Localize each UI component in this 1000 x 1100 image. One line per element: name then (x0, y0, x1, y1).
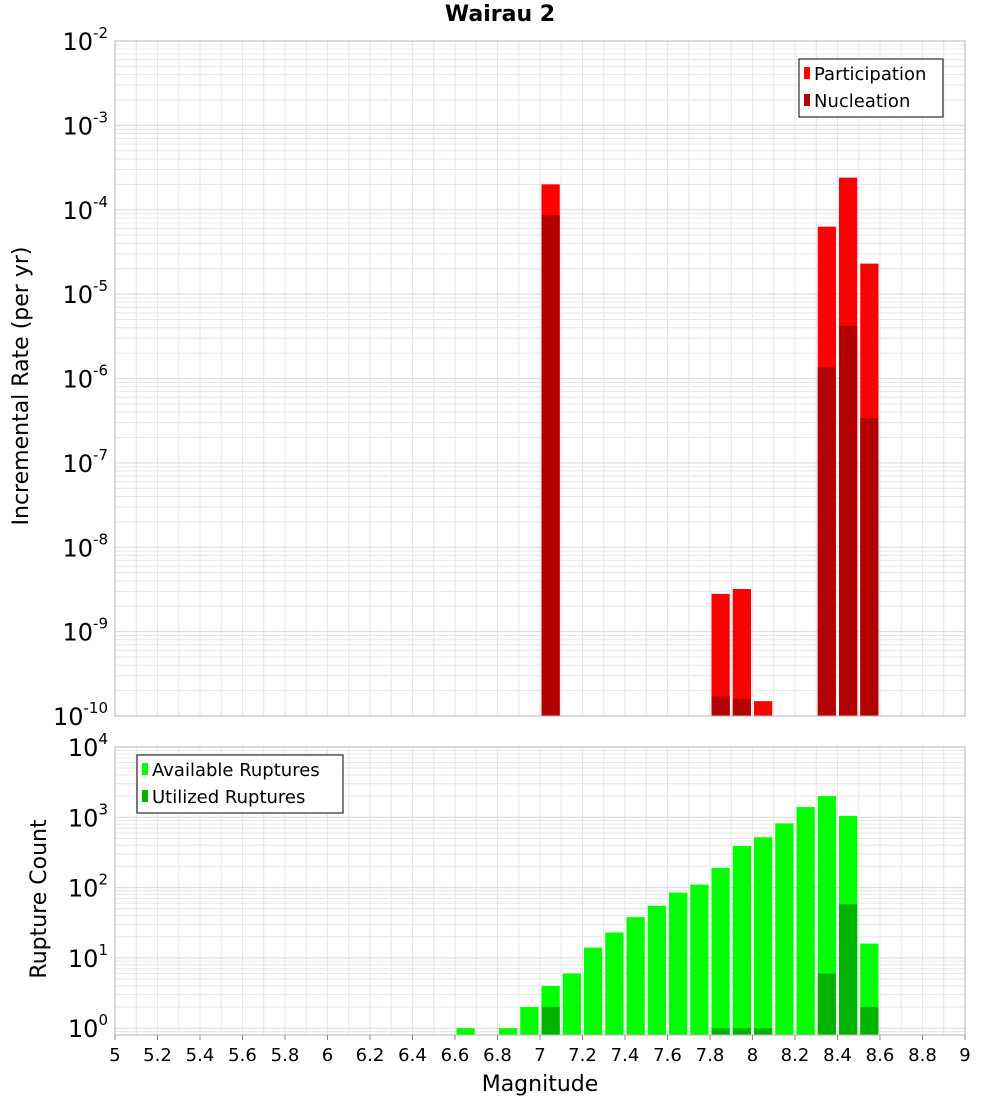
y-tick-label: 10-9 (62, 615, 108, 647)
x-tick-label: 5 (109, 1045, 120, 1066)
bar-available-ruptures-7.25 (584, 947, 603, 1035)
bar-utilized-ruptures-8.05 (754, 1028, 773, 1035)
y-tick-label: 10-7 (62, 446, 108, 478)
legend-label: Available Ruptures (152, 760, 320, 781)
bar-utilized-ruptures-8.35 (817, 973, 836, 1035)
y-tick-label: 102 (68, 871, 108, 903)
x-tick-label: 5.2 (143, 1045, 172, 1066)
x-tick-label: 7 (534, 1045, 545, 1066)
legend-swatch (804, 94, 810, 106)
bar-available-ruptures-7.75 (690, 884, 709, 1035)
bar-nucleation-8.55 (860, 418, 879, 716)
legend-label: Utilized Ruptures (152, 787, 305, 808)
y-tick-label: 10-5 (62, 277, 108, 309)
bar-nucleation-8.35 (817, 367, 836, 716)
bar-available-ruptures-7.65 (669, 892, 688, 1035)
y-tick-label: 10-6 (62, 362, 108, 394)
x-tick-label: 8.6 (866, 1045, 895, 1066)
bar-available-ruptures-8.05 (754, 837, 773, 1035)
x-tick-label: 6 (322, 1045, 333, 1066)
bar-available-ruptures-7.55 (647, 905, 666, 1035)
x-tick-label: 6.8 (483, 1045, 512, 1066)
bar-utilized-ruptures-7.05 (541, 1007, 560, 1035)
y-tick-label: 10-2 (62, 24, 108, 56)
x-tick-label: 5.4 (186, 1045, 215, 1066)
x-tick-label: 9 (959, 1045, 970, 1066)
legend-box (136, 754, 344, 814)
y-axis-label: Rupture Count (27, 819, 52, 979)
bar-nucleation-7.95 (732, 698, 751, 716)
bar-participation-7.95 (732, 589, 751, 716)
y-tick-label: 10-10 (53, 699, 108, 731)
bar-available-ruptures-6.95 (520, 1007, 539, 1035)
chart-title: Wairau 2 (444, 2, 556, 27)
axis-layer: 10-2 10-3 10-4 10-5 10-6 10-7 10-8 10-9 10-10 Inc… (9, 24, 971, 1097)
bar-available-ruptures-7.95 (732, 846, 751, 1035)
legend-label: Nucleation (814, 91, 910, 112)
bar-layer (456, 177, 879, 1035)
legend-swatch (142, 763, 148, 775)
x-tick-label: 6.4 (398, 1045, 427, 1066)
y-tick-label: 104 (68, 730, 108, 762)
legend-box (798, 58, 944, 118)
bar-available-ruptures-7.85 (711, 867, 730, 1035)
bar-available-ruptures-6.85 (499, 1028, 518, 1035)
plot-frame (114, 40, 966, 717)
bar-available-ruptures-7.15 (562, 973, 581, 1035)
x-tick-label: 5.6 (228, 1045, 257, 1066)
y-tick-label: 10-8 (62, 530, 108, 562)
grid-layer (114, 40, 966, 1036)
bar-participation-7.85 (711, 593, 730, 716)
y-axis-label: Incremental Rate (per yr) (9, 247, 34, 526)
x-tick-label: 8.4 (823, 1045, 852, 1066)
legend-swatch (142, 790, 148, 802)
x-tick-label: 5.8 (271, 1045, 300, 1066)
y-tick-label: 10-4 (62, 193, 108, 225)
bar-utilized-ruptures-7.85 (711, 1028, 730, 1035)
bar-nucleation-7.85 (711, 696, 730, 716)
legend-layer: Participation Nucleation Available Rupture… (136, 58, 944, 814)
y-tick-label: 101 (68, 941, 108, 973)
bar-available-ruptures-7.45 (626, 917, 645, 1035)
x-tick-label: 8.8 (908, 1045, 937, 1066)
x-tick-label: 6.2 (356, 1045, 385, 1066)
x-tick-label: 7.2 (568, 1045, 597, 1066)
bar-available-ruptures-8.25 (796, 807, 815, 1035)
x-tick-label: 6.6 (441, 1045, 470, 1066)
bar-nucleation-7.05 (541, 214, 560, 716)
x-axis-label: Magnitude (482, 1072, 599, 1097)
bar-nucleation-8.45 (839, 325, 858, 716)
bar-available-ruptures-8.15 (775, 823, 794, 1035)
legend-label: Participation (814, 64, 926, 85)
bar-available-ruptures-7.35 (605, 932, 624, 1035)
bar-utilized-ruptures-8.45 (839, 904, 858, 1035)
bar-available-ruptures-6.65 (456, 1028, 475, 1035)
x-tick-label: 7.4 (611, 1045, 640, 1066)
x-tick-label: 7.6 (653, 1045, 682, 1066)
x-tick-label: 7.8 (696, 1045, 725, 1066)
x-tick-label: 8 (747, 1045, 758, 1066)
y-tick-label: 103 (68, 800, 108, 832)
y-tick-label: 100 (68, 1011, 108, 1043)
y-tick-label: 10-3 (62, 108, 108, 140)
legend-swatch (804, 67, 810, 79)
x-tick-label: 8.2 (781, 1045, 810, 1066)
bar-participation-8.05 (754, 701, 773, 716)
bar-utilized-ruptures-7.95 (732, 1028, 751, 1035)
bar-utilized-ruptures-8.55 (860, 1007, 879, 1035)
